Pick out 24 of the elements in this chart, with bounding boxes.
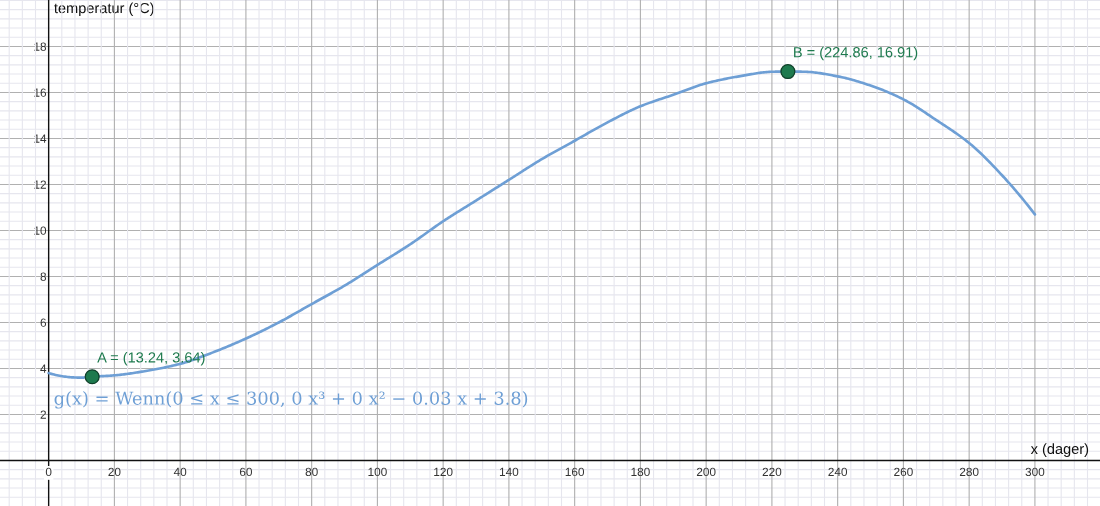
y-tick-label: 2 <box>40 410 46 419</box>
x-tick-label: 240 <box>828 467 848 477</box>
x-axis-title: x (dager) <box>1030 443 1089 457</box>
x-tick-label: 80 <box>305 467 318 477</box>
x-tick-label: 200 <box>696 467 716 477</box>
x-tick-label: 40 <box>173 467 187 477</box>
y-tick-label: 6 <box>40 318 47 327</box>
x-tick-label: 140 <box>499 467 519 477</box>
series-label: g(x) = Wenn(0 ≤ x ≤ 300, 0 x³ + 0 x² − 0.03 x + 3.8) <box>54 391 528 409</box>
x-tick-label: 0 <box>45 467 52 477</box>
x-tick-label: 60 <box>239 467 253 477</box>
x-tick-label: 120 <box>434 467 453 477</box>
x-tick-label: 180 <box>631 467 650 477</box>
x-tick-label: 100 <box>368 467 387 477</box>
x-tick-label: 300 <box>1025 467 1045 477</box>
data-label: B = (224.86, 16.91) <box>794 46 918 61</box>
x-tick-label: 20 <box>108 467 121 477</box>
y-tick-label: 4 <box>40 364 47 373</box>
y-tick-label: 8 <box>40 272 47 281</box>
x-tick-label: 160 <box>565 467 585 477</box>
x-tick-label: 280 <box>959 467 979 477</box>
y-axis-title: temperatur (°C) <box>54 2 154 17</box>
x-tick-label: 220 <box>762 467 782 477</box>
x-tick-label: 260 <box>894 467 913 477</box>
